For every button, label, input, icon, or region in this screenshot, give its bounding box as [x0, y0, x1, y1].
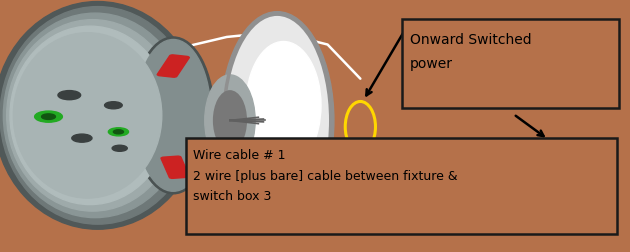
Ellipse shape [220, 13, 334, 229]
Ellipse shape [3, 14, 187, 218]
Circle shape [72, 135, 92, 143]
Ellipse shape [135, 40, 211, 192]
Ellipse shape [0, 3, 202, 229]
FancyBboxPatch shape [158, 56, 189, 78]
Circle shape [105, 102, 122, 109]
Circle shape [42, 114, 55, 120]
Ellipse shape [132, 38, 214, 194]
Ellipse shape [246, 42, 321, 169]
Circle shape [58, 91, 81, 100]
Ellipse shape [0, 8, 195, 224]
Circle shape [35, 112, 62, 123]
Ellipse shape [10, 27, 170, 205]
Ellipse shape [7, 21, 178, 211]
Text: Wire cable # 1
2 wire [plus bare] cable between fixture &
switch box 3: Wire cable # 1 2 wire [plus bare] cable … [193, 149, 458, 202]
Ellipse shape [224, 15, 331, 227]
Ellipse shape [205, 76, 255, 166]
FancyBboxPatch shape [402, 20, 619, 108]
Circle shape [113, 130, 123, 134]
Circle shape [108, 128, 129, 136]
FancyBboxPatch shape [161, 156, 189, 179]
Circle shape [112, 146, 127, 152]
FancyBboxPatch shape [186, 139, 617, 234]
Ellipse shape [13, 34, 162, 198]
Text: Onward Switched
power: Onward Switched power [410, 33, 531, 71]
Ellipse shape [214, 91, 246, 150]
